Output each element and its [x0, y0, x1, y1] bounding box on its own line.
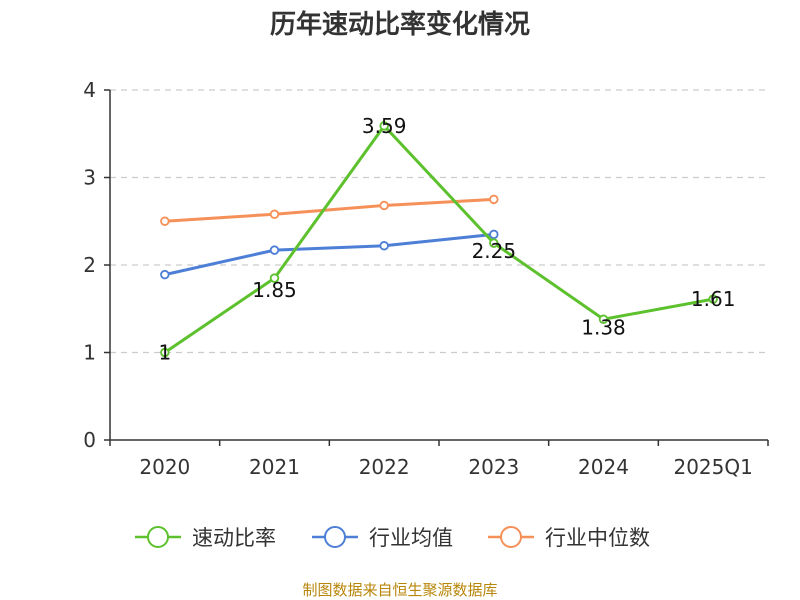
grid-lines [110, 89, 768, 354]
legend-marker [500, 526, 522, 548]
chart-title: 历年速动比率变化情况 [270, 9, 530, 40]
legend-item: 行业均值 [312, 526, 453, 550]
series-2 [160, 194, 499, 226]
series-line [164, 197, 494, 223]
x-tick-label: 2023 [468, 455, 519, 479]
data-point [489, 229, 499, 240]
data-label: 1.85 [252, 278, 297, 302]
y-tick-label: 4 [83, 78, 96, 102]
y-tick-label: 3 [83, 166, 96, 190]
x-tick-label: 2025Q1 [673, 455, 752, 479]
legend-label: 行业中位数 [545, 526, 650, 550]
y-tick-label: 0 [83, 428, 96, 452]
y-tick-label: 1 [83, 341, 96, 365]
series-group [160, 121, 718, 358]
x-tick-label: 2022 [359, 455, 410, 479]
data-label: 3.59 [362, 114, 407, 138]
series-line [164, 232, 494, 277]
axes: 0 1 2 3 4 2020 2021 2022 2023 2024 2025Q1 [83, 78, 769, 479]
data-point [379, 241, 389, 251]
data-point [489, 194, 499, 205]
legend: 速动比率 行业均值 行业中位数 [135, 526, 650, 550]
x-tick-label: 2024 [578, 455, 629, 479]
legend-item: 行业中位数 [488, 526, 650, 550]
legend-label: 行业均值 [369, 526, 453, 550]
series-1 [160, 229, 499, 280]
y-tick-label: 2 [83, 253, 96, 277]
legend-marker [324, 526, 346, 548]
data-label: 1 [158, 341, 171, 365]
data-point [160, 269, 170, 280]
source-note: 制图数据来自恒生聚源数据库 [302, 581, 497, 599]
legend-label: 速动比率 [192, 526, 276, 550]
series-line [163, 124, 714, 354]
data-point [160, 216, 170, 226]
x-tick-label: 2021 [249, 455, 300, 479]
data-point [269, 245, 280, 255]
data-point [708, 294, 718, 304]
data-point [379, 200, 389, 211]
data-point [379, 121, 389, 131]
legend-marker [147, 526, 169, 548]
data-label: 1.61 [691, 287, 736, 311]
data-point [489, 238, 499, 248]
data-point [598, 314, 609, 324]
data-label: 1.38 [581, 315, 626, 339]
legend-item: 速动比率 [135, 526, 276, 550]
series-0 [160, 121, 718, 358]
data-label: 2.25 [472, 239, 517, 263]
data-point [269, 273, 280, 283]
data-point [269, 209, 280, 219]
data-point [160, 347, 170, 358]
data-labels: 1 1.85 3.59 2.25 1.38 1.61 [158, 114, 735, 365]
x-tick-label: 2020 [139, 455, 190, 479]
